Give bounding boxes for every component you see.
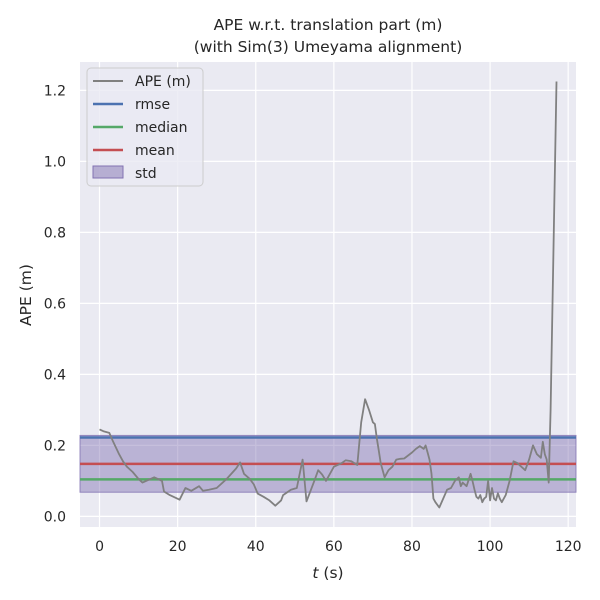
x-axis-label-var: t [312,564,319,582]
y-tick-label: 0.0 [44,509,66,525]
legend-label-mean: mean [135,143,175,159]
x-tick-label: 0 [95,539,104,555]
y-axis-label: APE (m) [17,264,35,326]
x-tick-label: 80 [403,539,421,555]
y-tick-label: 0.2 [44,438,66,454]
y-tick-label: 1.2 [44,83,66,99]
legend-label-rmse: rmse [135,97,170,113]
chart-title: APE w.r.t. translation part (m) [214,16,443,34]
x-axis-label: t (s) [312,564,343,582]
x-tick-label: 20 [169,539,187,555]
ape-series-line [99,81,558,509]
legend-box [86,67,204,187]
x-tick-label: 100 [477,539,504,555]
legend: APE (m) rmse median mean std [86,67,204,187]
y-tick-label: 0.6 [44,296,66,312]
x-axis-label-unit: (s) [318,564,343,582]
x-tick-label: 40 [247,539,265,555]
y-tick-label: 1.0 [44,154,66,170]
y-tick-label: 0.4 [44,367,66,383]
chart-subtitle: (with Sim(3) Umeyama alignment) [194,38,463,56]
legend-label-std: std [135,166,157,182]
x-tick-labels: 0 20 40 60 80 100 120 [95,539,581,555]
legend-label-median: median [135,120,187,136]
stat-lines [80,436,576,481]
legend-label-ape: APE (m) [135,74,191,90]
series-layer [99,81,558,509]
y-tick-label: 0.8 [44,225,66,241]
grid-lines [80,62,576,527]
x-tick-label: 60 [325,539,343,555]
x-tick-label: 120 [555,539,582,555]
y-tick-labels: 0.0 0.2 0.4 0.6 0.8 1.0 1.2 [44,83,66,525]
legend-swatch-std [92,165,124,179]
